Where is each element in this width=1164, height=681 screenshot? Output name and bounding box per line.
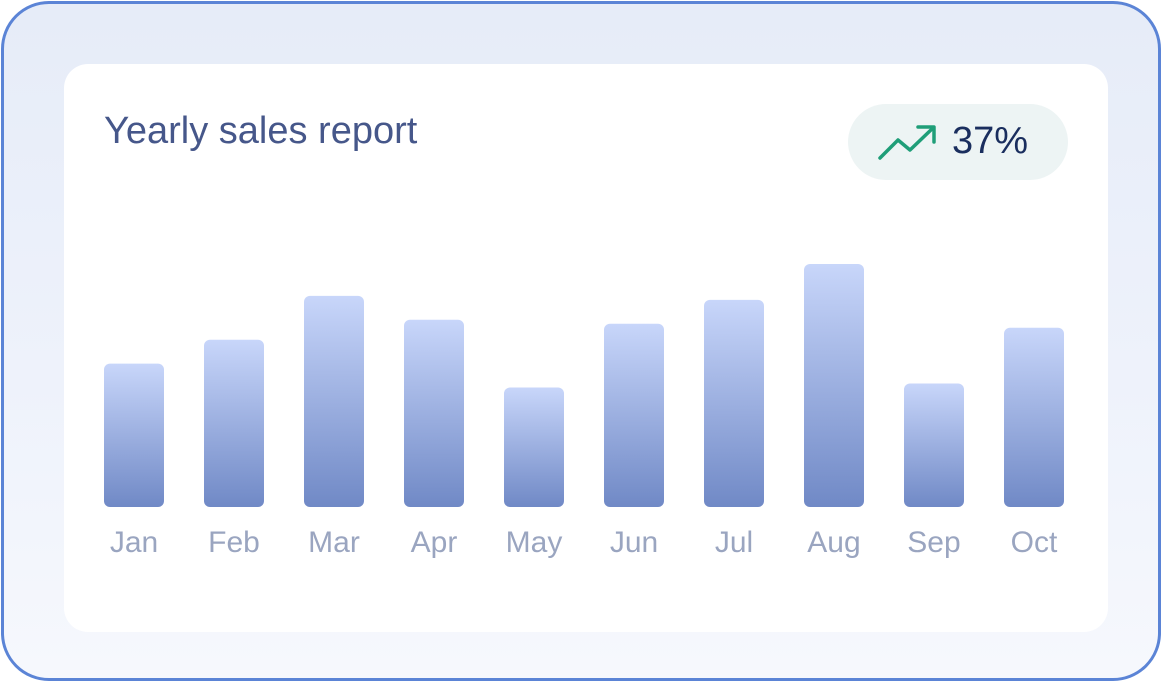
- bar-oct: [1004, 327, 1064, 507]
- x-tick-label-may: May: [506, 526, 563, 559]
- x-axis-labels: Jan Feb Mar Apr May Jun Jul Aug Sep Oct: [110, 526, 1058, 559]
- bar-apr: [404, 319, 464, 507]
- card-title: Yearly sales report: [104, 110, 418, 152]
- bar-sep: [904, 383, 964, 507]
- growth-badge: 37%: [848, 104, 1068, 180]
- x-tick-label-aug: Aug: [807, 526, 860, 559]
- x-tick-label-mar: Mar: [308, 526, 360, 559]
- trending-up-icon: [878, 125, 936, 160]
- bar-chart: Jan Feb Mar Apr May Jun Jul Aug Sep Oct: [104, 264, 1064, 559]
- x-tick-label-jun: Jun: [610, 526, 658, 559]
- bar-aug: [804, 264, 864, 507]
- bar-jun: [604, 323, 664, 507]
- bar-jul: [704, 299, 764, 507]
- bar-mar: [304, 295, 364, 507]
- growth-value: 37%: [952, 120, 1029, 162]
- x-tick-label-sep: Sep: [907, 526, 960, 559]
- x-tick-label-apr: Apr: [411, 526, 458, 559]
- x-tick-label-jul: Jul: [715, 526, 753, 559]
- bar-series: [104, 264, 1064, 507]
- bar-feb: [204, 339, 264, 507]
- x-tick-label-oct: Oct: [1011, 526, 1058, 559]
- x-tick-label-feb: Feb: [208, 526, 260, 559]
- x-tick-label-jan: Jan: [110, 526, 158, 559]
- bar-may: [504, 387, 564, 507]
- bar-jan: [104, 363, 164, 507]
- sales-report-card: Jan Feb Mar Apr May Jun Jul Aug Sep Oct Yearly sa…: [64, 64, 1108, 632]
